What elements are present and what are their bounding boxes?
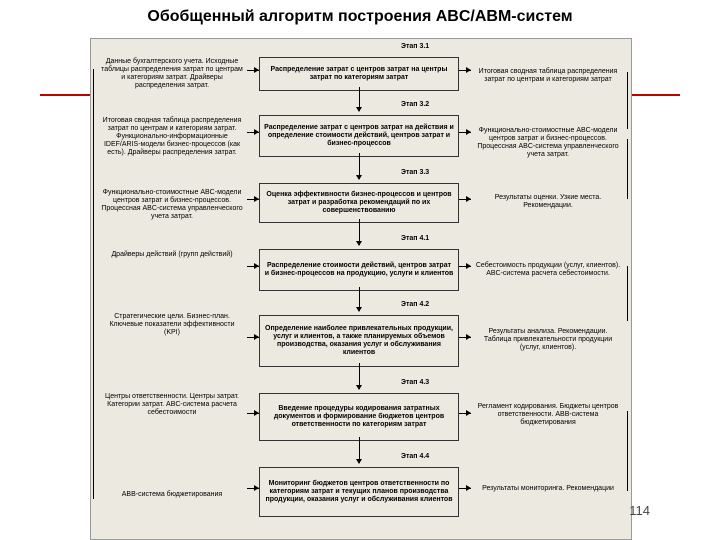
input-box-3: Драйверы действий (групп действий) (97, 243, 247, 267)
inputs-column: Данные бухгалтерского учета. Исходные та… (97, 43, 247, 535)
input-box-2: Функционально-стоимостные ABC-модели цен… (97, 173, 247, 237)
stage-label-6: Этап 4.4 (401, 453, 429, 460)
stage-box-0: Распределение затрат с центров затрат на… (259, 57, 459, 91)
stage-label-4: Этап 4.2 (401, 301, 429, 308)
output-box-2: Результаты оценки. Узкие места. Рекоменд… (471, 187, 625, 217)
input-box-4: Стратегические цели. Бизнес-план. Ключев… (97, 305, 247, 345)
output-box-1: Функционально-стоимостные ABC-модели цен… (471, 115, 625, 171)
stage-label-2: Этап 3.3 (401, 169, 429, 176)
output-box-5: Регламент кодирования. Бюджеты центров о… (471, 393, 625, 437)
outputs-column: Итоговая сводная таблица распределения з… (471, 43, 625, 535)
output-box-6: Результаты мониторинга. Рекомендации (471, 477, 625, 501)
stage-box-4: Определение наиболее привлекательных про… (259, 315, 459, 367)
stage-label-0: Этап 3.1 (401, 43, 429, 50)
stage-label-1: Этап 3.2 (401, 101, 429, 108)
output-box-3: Себестоимость продукции (услуг, клиентов… (471, 249, 625, 291)
stage-label-5: Этап 4.3 (401, 379, 429, 386)
output-box-0: Итоговая сводная таблица распределения з… (471, 57, 625, 95)
stage-box-5: Введение процедуры кодирования затратных… (259, 393, 459, 441)
input-box-6: ABB-система бюджетирования (97, 483, 247, 507)
page-number: 114 (629, 503, 650, 518)
input-box-0: Данные бухгалтерского учета. Исходные та… (97, 47, 247, 101)
page-title: Обобщенный алгоритм построения ABC/ABM-с… (0, 0, 720, 28)
stage-box-3: Распределение стоимости действий, центро… (259, 249, 459, 291)
stage-box-1: Распределение затрат с центров затрат на… (259, 115, 459, 157)
stage-box-2: Оценка эффективности бизнес-процессов и … (259, 183, 459, 223)
input-box-5: Центры ответственности. Центры затрат. К… (97, 383, 247, 427)
output-box-4: Результаты анализа. Рекомендации. Таблиц… (471, 319, 625, 361)
stage-box-6: Мониторинг бюджетов центров ответственно… (259, 467, 459, 517)
stage-label-3: Этап 4.1 (401, 235, 429, 242)
input-box-1: Итоговая сводная таблица распределения з… (97, 107, 247, 167)
flowchart-diagram: Данные бухгалтерского учета. Исходные та… (90, 38, 632, 540)
